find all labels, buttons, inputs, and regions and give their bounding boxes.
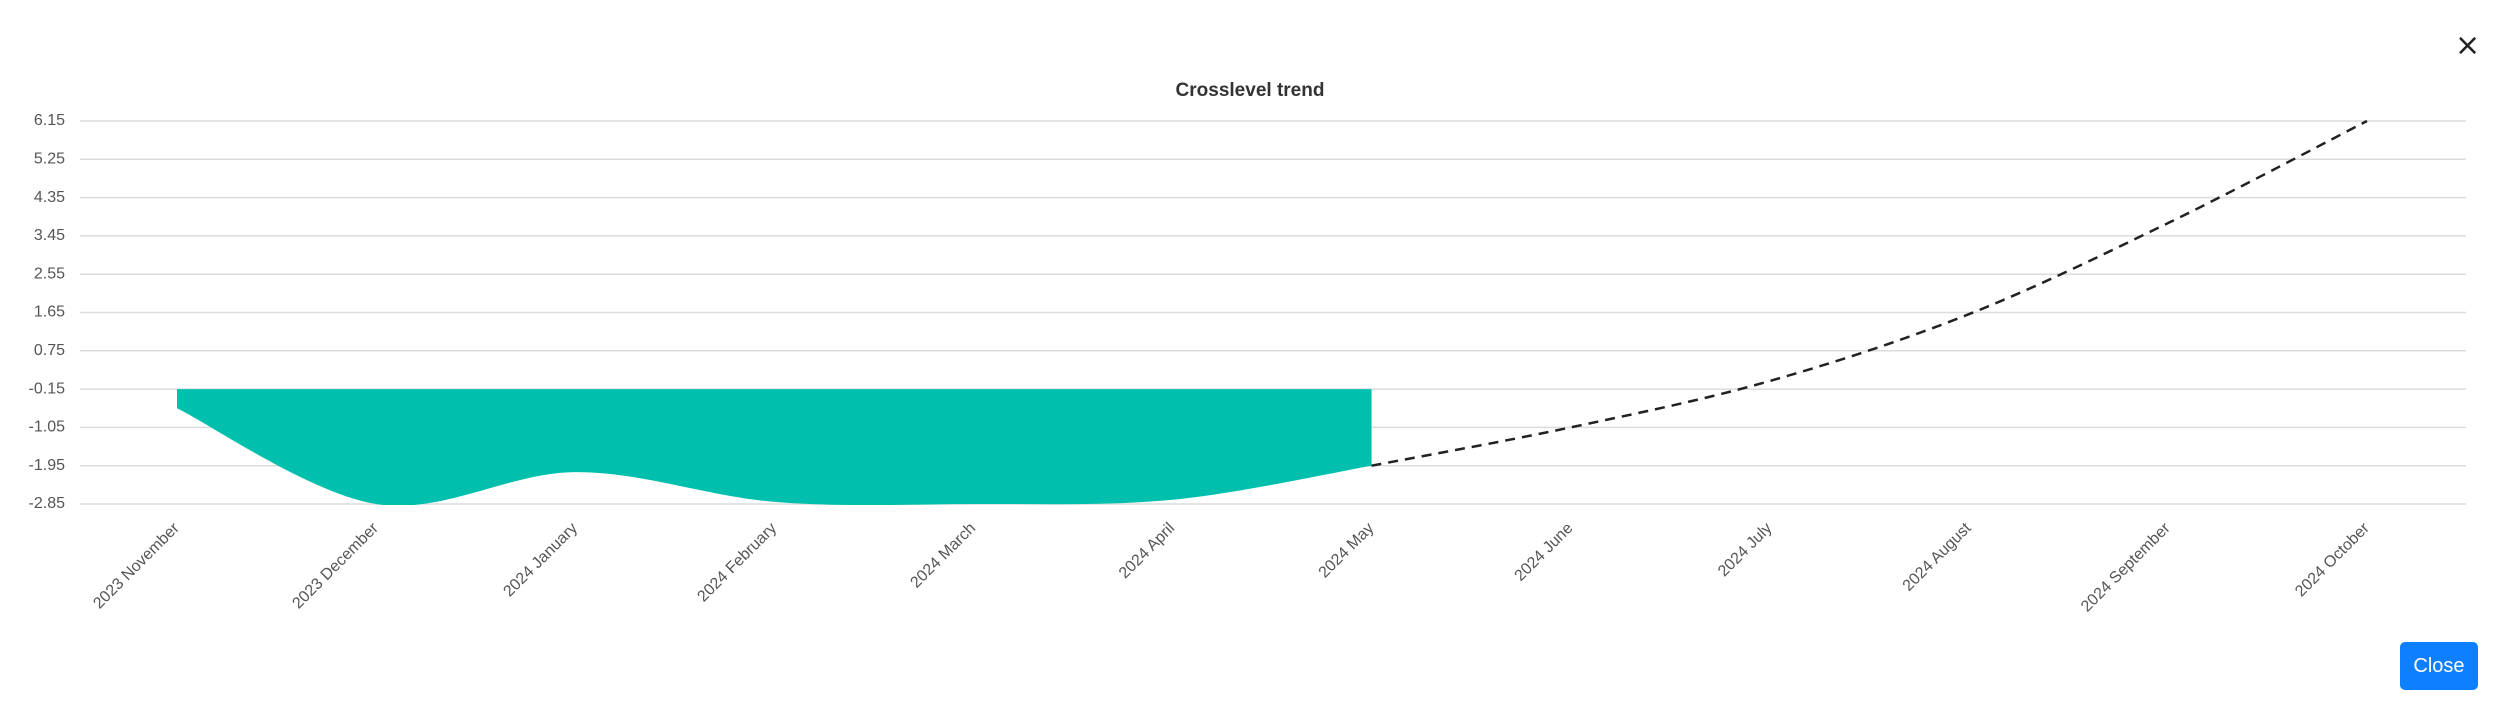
y-tick-label: 5.25 <box>34 151 65 168</box>
y-tick-label: -1.95 <box>29 457 66 474</box>
y-tick-label: 0.75 <box>34 342 65 359</box>
y-tick-label: 4.35 <box>34 189 65 206</box>
x-tick-label: 2024 September <box>2078 519 2174 615</box>
y-tick-label: -2.85 <box>29 495 66 512</box>
y-tick-label: 2.55 <box>34 265 65 282</box>
x-tick-label: 2023 December <box>289 519 382 612</box>
chart-title: Crosslevel trend <box>1176 80 1325 101</box>
x-tick-label: 2024 August <box>1900 519 1975 594</box>
y-tick-label: 3.45 <box>34 227 65 244</box>
x-tick-label: 2024 May <box>1316 520 1378 582</box>
x-tick-label: 2024 January <box>500 520 581 601</box>
x-tick-label: 2024 March <box>907 520 979 592</box>
y-tick-label: -1.05 <box>29 419 66 436</box>
y-tick-label: 1.65 <box>34 304 65 321</box>
area <box>177 389 1372 505</box>
x-tick-label: 2023 November <box>90 519 183 612</box>
x-tick-label: 2024 February <box>694 520 780 606</box>
plot-area <box>177 119 2368 505</box>
close-icon[interactable]: × <box>2455 28 2481 63</box>
close-button[interactable]: Close <box>2400 642 2478 690</box>
y-tick-label: 6.15 <box>34 112 65 129</box>
x-tick-label: 2024 April <box>1116 520 1178 582</box>
y-tick-label: -0.15 <box>29 380 66 397</box>
trend-line <box>1371 119 2368 467</box>
x-tick-label: 2024 October <box>2292 519 2373 600</box>
x-tick-label: 2024 July <box>1715 520 1775 580</box>
x-tick-label: 2024 June <box>1512 520 1577 585</box>
